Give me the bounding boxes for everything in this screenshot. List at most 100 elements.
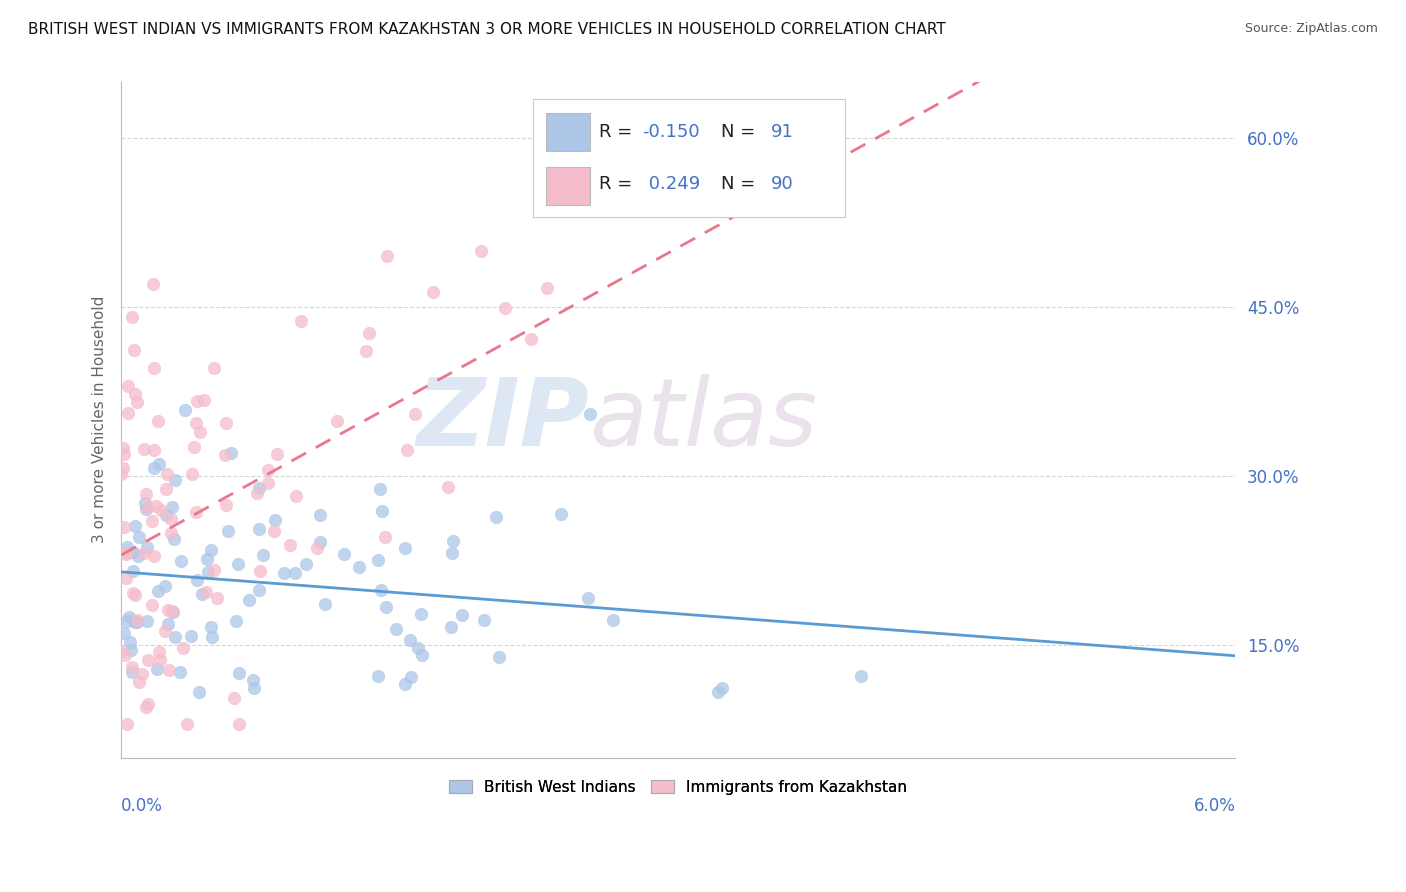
Point xyxy=(135,487,157,501)
Point xyxy=(217,524,239,538)
Point xyxy=(162,605,184,619)
Point xyxy=(472,613,495,627)
Point xyxy=(136,540,159,554)
Point xyxy=(202,360,225,375)
Point xyxy=(215,416,238,430)
Point xyxy=(284,566,307,580)
Point xyxy=(122,545,145,559)
Point xyxy=(246,486,269,500)
Point xyxy=(851,669,873,683)
Point xyxy=(115,540,138,554)
Point xyxy=(149,653,172,667)
Text: Source: ZipAtlas.com: Source: ZipAtlas.com xyxy=(1244,22,1378,36)
Point xyxy=(371,503,394,517)
Point xyxy=(325,414,347,428)
Point xyxy=(176,717,198,731)
Point xyxy=(194,585,217,599)
Text: BRITISH WEST INDIAN VS IMMIGRANTS FROM KAZAKHSTAN 3 OR MORE VEHICLES IN HOUSEHOL: BRITISH WEST INDIAN VS IMMIGRANTS FROM K… xyxy=(28,22,946,37)
Point xyxy=(143,443,166,458)
Point xyxy=(160,525,183,540)
Point xyxy=(370,482,392,496)
Point xyxy=(536,281,558,295)
Point xyxy=(148,645,170,659)
Point xyxy=(143,461,166,475)
Point xyxy=(188,425,211,440)
Point xyxy=(156,467,179,481)
Point xyxy=(441,533,464,548)
Point xyxy=(170,554,193,568)
Point xyxy=(136,500,159,515)
Point xyxy=(141,598,163,612)
Point xyxy=(121,586,143,600)
Point xyxy=(146,584,169,599)
Point xyxy=(136,653,159,667)
Point xyxy=(222,691,245,706)
Point xyxy=(247,522,270,536)
Point xyxy=(127,549,149,563)
Point xyxy=(181,467,204,482)
Point xyxy=(411,648,433,663)
Point xyxy=(347,559,370,574)
Point xyxy=(160,500,183,515)
Point xyxy=(121,665,143,679)
Point xyxy=(385,622,408,636)
Point xyxy=(214,449,236,463)
Point xyxy=(112,441,135,455)
Point xyxy=(112,626,135,640)
Point xyxy=(440,546,463,560)
Point xyxy=(169,665,191,679)
Point xyxy=(128,675,150,690)
Point xyxy=(307,541,329,555)
Legend: British West Indians, Immigrants from Kazakhstan: British West Indians, Immigrants from Ka… xyxy=(443,773,914,801)
Point xyxy=(263,524,285,538)
Point xyxy=(155,482,177,496)
Point xyxy=(309,508,332,522)
Point xyxy=(114,571,136,585)
Point xyxy=(128,530,150,544)
Point xyxy=(115,717,138,731)
Point xyxy=(602,613,624,627)
Point xyxy=(143,361,166,376)
Point xyxy=(120,643,142,657)
Point xyxy=(485,510,508,524)
Point xyxy=(394,676,416,690)
Point xyxy=(450,608,472,623)
Point xyxy=(117,406,139,420)
Point xyxy=(125,615,148,630)
Point xyxy=(228,665,250,680)
Point xyxy=(333,548,356,562)
Point xyxy=(134,442,156,457)
Point xyxy=(148,414,170,428)
Point xyxy=(470,244,492,259)
Point xyxy=(142,277,165,291)
Point xyxy=(520,332,543,346)
Point xyxy=(370,583,392,598)
Point xyxy=(398,632,420,647)
Text: 0.0%: 0.0% xyxy=(121,797,163,814)
Point xyxy=(143,549,166,564)
Point xyxy=(117,379,139,393)
Point xyxy=(184,416,207,430)
Point xyxy=(273,566,295,580)
Point xyxy=(193,392,215,407)
Point xyxy=(228,717,250,731)
Point xyxy=(135,614,157,628)
Point xyxy=(156,602,179,616)
Y-axis label: 3 or more Vehicles in Household: 3 or more Vehicles in Household xyxy=(93,296,107,543)
Point xyxy=(148,457,170,471)
Point xyxy=(374,530,396,544)
Point xyxy=(180,629,202,643)
Point xyxy=(359,326,381,340)
Point xyxy=(395,442,418,457)
Point xyxy=(121,659,143,673)
Point xyxy=(252,548,274,562)
Point xyxy=(488,649,510,664)
Point xyxy=(266,447,288,461)
Point xyxy=(197,566,219,580)
Point xyxy=(110,644,132,658)
Point xyxy=(183,440,205,454)
Point xyxy=(135,501,157,516)
Point xyxy=(124,615,146,630)
Point xyxy=(314,597,336,611)
Point xyxy=(238,593,260,607)
